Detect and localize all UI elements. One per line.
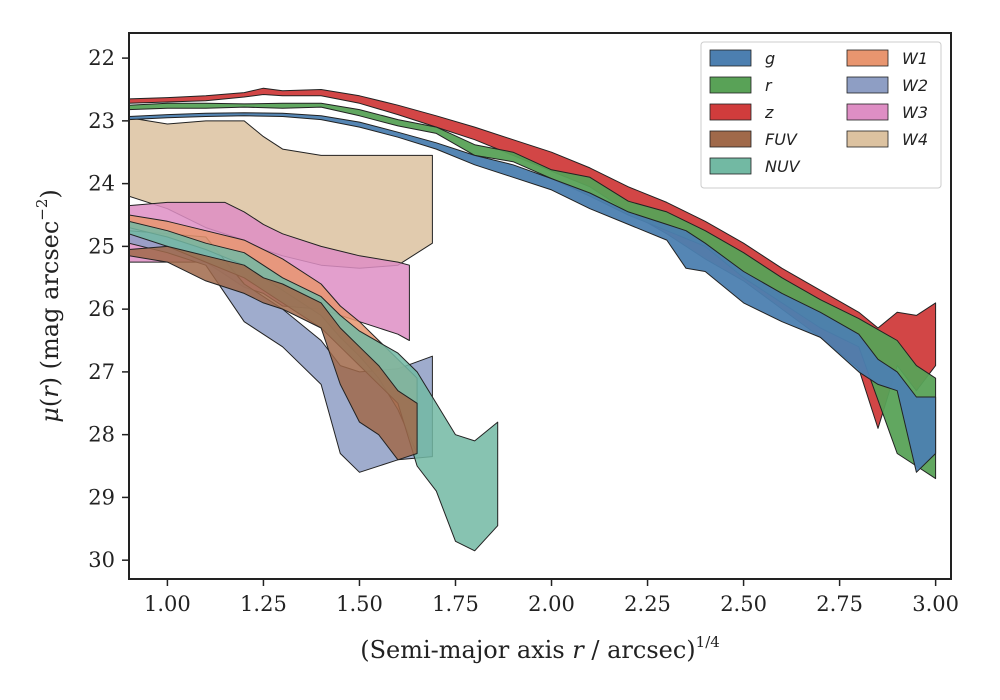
y-tick-label: 24 bbox=[88, 172, 115, 196]
legend: grz FUV NUV W1 W2 W3 W4 bbox=[700, 41, 942, 189]
legend-label-w4: W4 bbox=[902, 130, 928, 149]
series-band-g bbox=[129, 112, 937, 473]
legend-swatch-w2 bbox=[846, 76, 889, 94]
legend-swatch-nuv bbox=[709, 157, 752, 175]
x-tick-label: 1.75 bbox=[432, 592, 479, 616]
legend-label-w3: W3 bbox=[902, 103, 928, 122]
legend-label-nuv: NUV bbox=[765, 157, 801, 176]
x-tick-label: 1.25 bbox=[240, 592, 287, 616]
x-tick-label: 3.00 bbox=[912, 592, 959, 616]
legend-label-g: g bbox=[765, 49, 775, 68]
y-tick-label: 28 bbox=[88, 423, 115, 447]
y-axis: 22 23 24 25 26 27 28 29 30 bbox=[88, 46, 129, 572]
legend-swatch-w4 bbox=[846, 130, 889, 148]
legend-swatch-r bbox=[709, 76, 752, 94]
legend-label-w2: W2 bbox=[902, 76, 928, 95]
x-tick-label: 2.75 bbox=[816, 592, 863, 616]
y-tick-label: 29 bbox=[88, 485, 115, 509]
y-tick-label: 25 bbox=[88, 234, 115, 258]
legend-swatch-z bbox=[709, 103, 752, 121]
legend-swatch-g bbox=[709, 49, 752, 67]
y-tick-label: 27 bbox=[88, 360, 115, 384]
legend-label-fuv: FUV bbox=[765, 130, 798, 149]
y-tick-label: 26 bbox=[88, 297, 115, 321]
plot-frame bbox=[128, 32, 952, 580]
y-tick-label: 22 bbox=[88, 46, 115, 70]
y-tick-label: 30 bbox=[88, 548, 115, 572]
y-tick-label: 23 bbox=[88, 109, 115, 133]
legend-swatch-w1 bbox=[846, 49, 889, 67]
x-tick-label: 1.00 bbox=[144, 592, 191, 616]
x-tick-label: 2.50 bbox=[720, 592, 767, 616]
legend-label-w1: W1 bbox=[902, 49, 928, 68]
x-tick-label: 2.00 bbox=[528, 592, 575, 616]
legend-swatch-w3 bbox=[846, 103, 889, 121]
legend-label-z: z bbox=[764, 103, 774, 122]
series-band-fuv bbox=[129, 245, 418, 461]
x-axis: 1.00 1.25 1.50 1.75 2.00 2.25 2.50 2.75 3.00 bbox=[144, 579, 959, 616]
series-layer bbox=[129, 87, 937, 552]
y-axis-label: μ(r) (mag arcsec−2) bbox=[33, 189, 64, 423]
x-tick-label: 2.25 bbox=[624, 592, 671, 616]
x-tick-label: 1.50 bbox=[336, 592, 383, 616]
series-band-z bbox=[129, 87, 937, 429]
x-axis-label: (Semi-major axis r / arcsec)1/4 bbox=[360, 633, 720, 664]
legend-swatch-fuv bbox=[709, 130, 752, 148]
legend-label-r: r bbox=[765, 76, 773, 95]
